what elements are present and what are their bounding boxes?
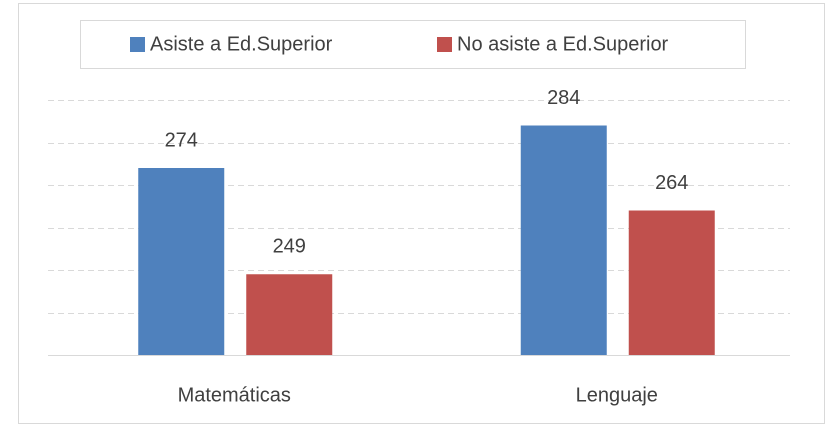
bar bbox=[520, 125, 607, 355]
legend-label: No asiste a Ed.Superior bbox=[457, 33, 669, 55]
legend-swatch bbox=[437, 37, 452, 52]
data-label: 249 bbox=[273, 236, 306, 258]
x-tick-label: Matemáticas bbox=[178, 384, 291, 406]
x-tick-label: Lenguaje bbox=[576, 384, 658, 406]
legend-swatch bbox=[130, 37, 145, 52]
bar bbox=[628, 210, 715, 355]
bar bbox=[138, 168, 225, 355]
legend-label: Asiste a Ed.Superior bbox=[150, 33, 333, 55]
bar bbox=[246, 274, 333, 355]
data-label: 274 bbox=[165, 129, 198, 151]
data-label: 264 bbox=[655, 172, 688, 194]
data-label: 284 bbox=[547, 87, 580, 109]
legend-box bbox=[80, 20, 746, 69]
